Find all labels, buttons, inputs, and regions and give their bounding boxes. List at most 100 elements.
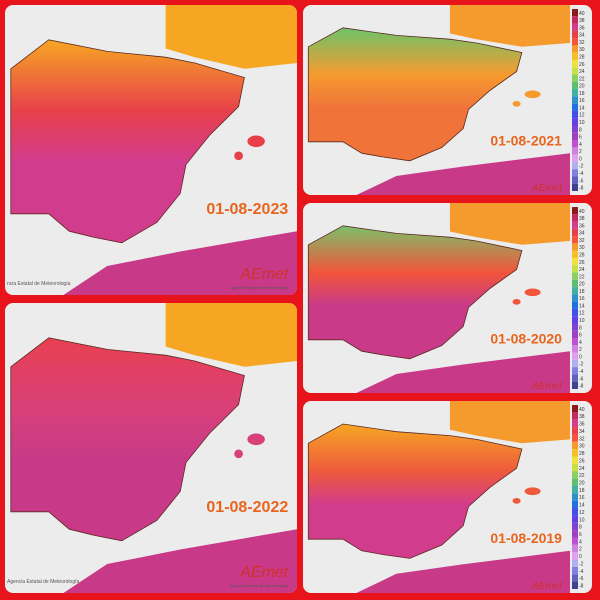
scale-label: -4 xyxy=(579,171,584,177)
scale-label: 2 xyxy=(579,347,582,353)
map: 01-08-2023 AEmet Agencia Estatal de Meteor… xyxy=(7,5,297,295)
logo: AEmet xyxy=(239,564,289,581)
map: 01-08-2021AEmet4038363432302826242220181… xyxy=(307,5,585,195)
scale-swatch xyxy=(572,405,578,413)
scale-label: -8 xyxy=(579,186,584,192)
scale-label: 34 xyxy=(579,231,585,237)
scale-label: 28 xyxy=(579,253,585,259)
scale-label: 14 xyxy=(579,303,585,309)
scale-label: 16 xyxy=(579,495,585,501)
scale-swatch xyxy=(572,74,578,82)
map-panel: 01-08-2021 AEmet 40 38 36 34 32 30 28 26 24 22 20 18 1… xyxy=(303,5,592,195)
scale-swatch xyxy=(572,161,578,170)
scale-label: 18 xyxy=(579,289,585,295)
scale-label: 30 xyxy=(579,47,585,53)
scale-swatch xyxy=(572,59,578,68)
scale-swatch xyxy=(572,38,578,46)
agency: Agencia Estatal de Meteorología xyxy=(230,583,289,588)
scale-swatch xyxy=(572,330,578,339)
scale-swatch xyxy=(572,96,578,104)
island xyxy=(234,151,243,161)
iberia xyxy=(10,337,245,542)
map-panel: 01-08-2023 AEmet Agencia Estatal de Meteor… xyxy=(5,5,297,295)
iberia xyxy=(307,27,523,162)
scale-label: 26 xyxy=(579,260,585,266)
scale-swatch xyxy=(572,412,578,420)
scale-label: -2 xyxy=(579,362,584,368)
scale-label: 20 xyxy=(579,480,585,486)
iberia xyxy=(10,39,245,244)
africa xyxy=(356,153,570,195)
scale-swatch xyxy=(572,434,578,442)
scale-swatch xyxy=(572,250,578,258)
scale-swatch xyxy=(572,214,578,222)
scale-label: 10 xyxy=(579,120,585,126)
scale-label: 20 xyxy=(579,282,585,288)
france xyxy=(449,401,570,444)
iberia xyxy=(307,423,523,559)
africa xyxy=(63,231,297,295)
scale-label: 28 xyxy=(579,451,585,457)
scale-swatch xyxy=(572,574,578,582)
scale-label: 38 xyxy=(579,18,585,24)
scale-label: 0 xyxy=(579,554,582,560)
scale-label: -8 xyxy=(579,384,584,390)
africa xyxy=(63,529,297,593)
logo: AEmet xyxy=(239,266,289,283)
scale-label: 24 xyxy=(579,69,585,75)
scale-swatch xyxy=(572,265,578,273)
scale-label: 4 xyxy=(579,340,582,346)
logo: AEmet xyxy=(531,581,563,592)
scale-swatch xyxy=(572,52,578,60)
scale-swatch xyxy=(572,279,578,288)
scale-swatch xyxy=(572,471,578,479)
scale-swatch xyxy=(572,207,578,215)
scale-label: -2 xyxy=(579,164,584,170)
scale-label: 10 xyxy=(579,517,585,523)
island xyxy=(247,433,265,446)
scale-label: 34 xyxy=(579,33,585,39)
scale-label: 20 xyxy=(579,84,585,90)
map-panel: 01-08-2019 AEmet 40 38 36 34 32 30 28 26 24 22 20 18 1… xyxy=(303,401,592,593)
scale-swatch xyxy=(572,381,578,389)
scale-label: -6 xyxy=(579,376,584,382)
scale-label: 12 xyxy=(579,113,585,119)
scale-swatch xyxy=(572,154,578,162)
island xyxy=(512,298,521,305)
scale-label: 26 xyxy=(579,458,585,464)
scale-label: 2 xyxy=(579,149,582,155)
map-panel: 01-08-2020 AEmet 40 38 36 34 32 30 28 26 24 22 20 18 1… xyxy=(303,203,592,393)
scale-label: -6 xyxy=(579,576,584,582)
scale-swatch xyxy=(572,183,578,191)
scale-swatch xyxy=(572,456,578,464)
scale-swatch xyxy=(572,463,578,472)
scale-label: 14 xyxy=(579,503,585,509)
scale-swatch xyxy=(572,308,578,317)
scale-swatch xyxy=(572,132,578,141)
island xyxy=(524,90,541,99)
france xyxy=(449,203,570,245)
scale-swatch xyxy=(572,338,578,346)
scale-swatch xyxy=(572,374,578,382)
scale-swatch xyxy=(572,530,578,538)
scale-label: -8 xyxy=(579,584,584,590)
scale-swatch xyxy=(572,500,578,509)
logo: AEmet xyxy=(531,381,563,392)
scale-label: 36 xyxy=(579,25,585,31)
scale-swatch xyxy=(572,345,578,353)
scale-label: 38 xyxy=(579,216,585,222)
scale-label: 32 xyxy=(579,436,585,442)
map: 01-08-2019AEmet4038363432302826242220181… xyxy=(307,401,585,593)
scale-label: 24 xyxy=(579,267,585,273)
scale-swatch xyxy=(572,147,578,155)
scale-label: 34 xyxy=(579,429,585,435)
scale-label: 10 xyxy=(579,318,585,324)
scale-label: 26 xyxy=(579,62,585,68)
france xyxy=(165,5,297,69)
scale-swatch xyxy=(572,441,578,450)
scale-swatch xyxy=(572,228,578,237)
scale-swatch xyxy=(572,169,578,177)
africa xyxy=(356,550,570,593)
scale-label: 12 xyxy=(579,311,585,317)
scale-label: 0 xyxy=(579,354,582,360)
